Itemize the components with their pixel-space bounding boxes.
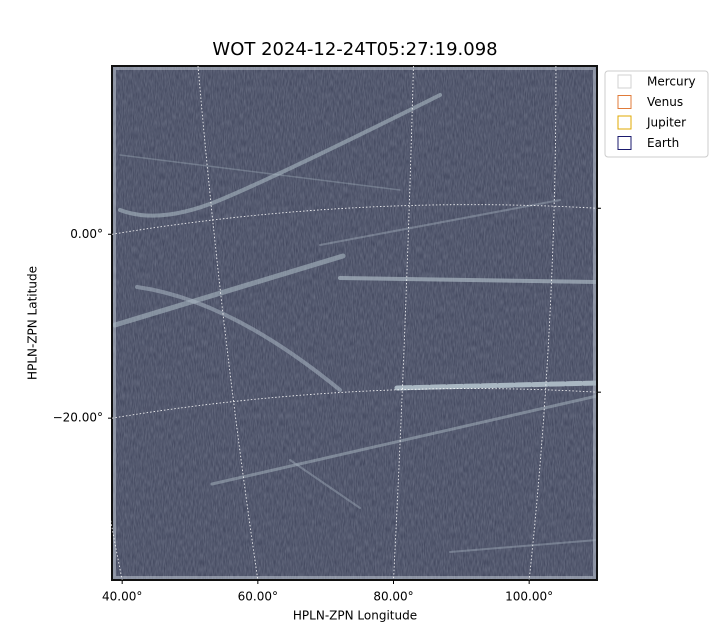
grid-line <box>55 65 123 581</box>
legend-swatch <box>617 136 632 150</box>
grid-line <box>111 388 598 419</box>
frame <box>111 65 598 581</box>
legend-label: Earth <box>647 136 679 150</box>
legend-swatch <box>617 74 632 89</box>
y-tick-label: −20.00° <box>53 411 103 425</box>
x-tick-label: 80.00° <box>373 590 413 604</box>
grid-line <box>528 65 557 581</box>
x-tick-label: 40.00° <box>102 590 142 604</box>
y-tick-label: 0.00° <box>70 227 103 241</box>
chart-title: WOT 2024-12-24T05:27:19.098 <box>212 39 497 60</box>
y-axis-label: HPLN-ZPN Latitude <box>26 266 40 380</box>
x-axis-label: HPLN-ZPN Longitude <box>293 609 417 623</box>
legend: Mercury Venus Jupiter Earth <box>604 70 709 158</box>
legend-label: Jupiter <box>646 116 686 130</box>
x-tick-label: 100.00° <box>505 590 553 604</box>
grid-line <box>111 204 598 235</box>
legend-label: Mercury <box>647 75 696 89</box>
x-tick-label: 60.00° <box>238 590 278 604</box>
legend-swatch <box>617 115 632 130</box>
legend-label: Venus <box>647 95 683 109</box>
grid-line <box>393 65 414 581</box>
grid-line <box>197 65 259 581</box>
solar-image <box>112 66 597 580</box>
legend-swatch <box>617 95 632 109</box>
